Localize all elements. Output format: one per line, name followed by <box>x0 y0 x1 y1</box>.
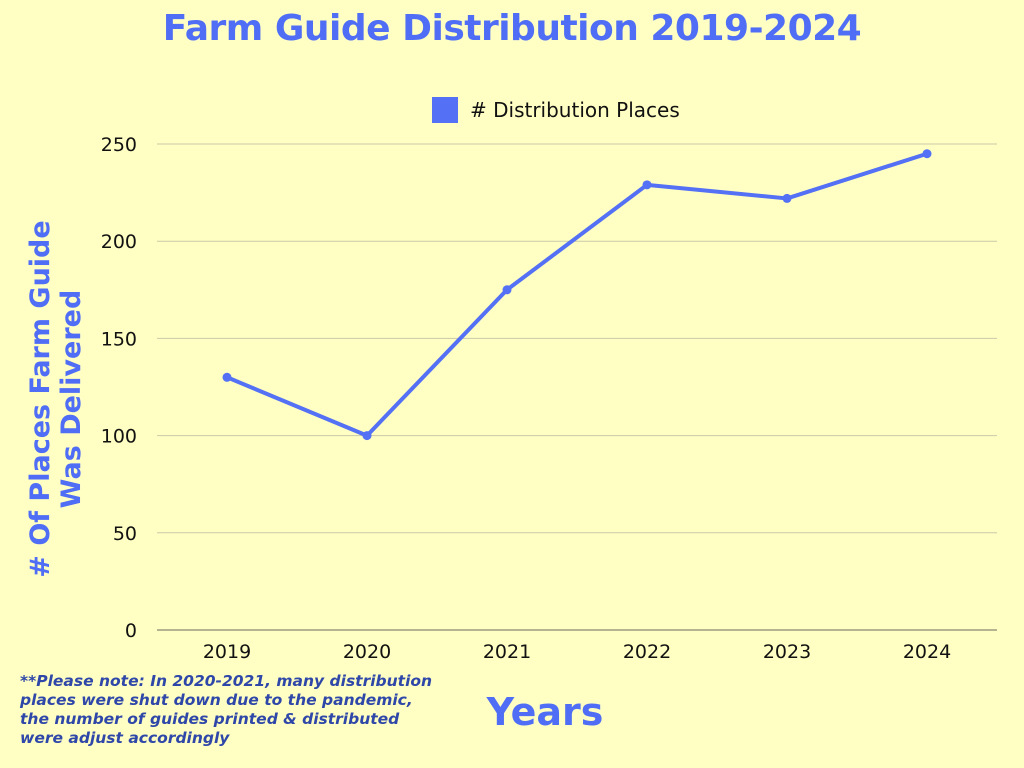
y-axis-label-line-2: Was Delivered <box>56 289 87 509</box>
x-tick-labels: 2019 2020 2021 2022 2023 2024 <box>203 641 951 663</box>
data-point <box>642 180 652 190</box>
y-axis-label: # Of Places Farm Guide Was Delivered <box>25 220 87 577</box>
data-point <box>922 149 932 159</box>
chart-title: Farm Guide Distribution 2019-2024 <box>162 8 862 49</box>
x-tick-label: 2023 <box>763 641 811 663</box>
legend-label: # Distribution Places <box>470 98 680 122</box>
series-line <box>225 151 929 438</box>
y-tick-label: 100 <box>101 426 137 448</box>
y-tick-label: 250 <box>101 134 137 156</box>
pandemic-note: **Please note: In 2020-2021, many distri… <box>20 672 433 747</box>
x-tick-label: 2021 <box>483 641 531 663</box>
y-tick-labels: 0 50 100 150 200 250 <box>101 134 137 642</box>
y-tick-label: 50 <box>113 523 137 545</box>
series-layer <box>222 149 932 441</box>
chart-legend: # Distribution Places <box>432 96 680 124</box>
x-tick-label: 2024 <box>903 641 951 663</box>
x-tick-label: 2019 <box>203 641 251 663</box>
y-tick-label: 200 <box>101 231 137 253</box>
grid-lines <box>157 143 997 631</box>
data-point <box>502 285 512 295</box>
y-axis-label-line-1: # Of Places Farm Guide <box>25 220 56 578</box>
x-axis-label: Years <box>486 690 604 734</box>
data-point <box>782 193 792 203</box>
x-tick-label: 2022 <box>623 641 671 663</box>
x-tick-label: 2020 <box>343 641 391 663</box>
legend-swatch <box>432 97 458 123</box>
y-tick-label: 0 <box>125 620 137 642</box>
data-point <box>222 372 232 382</box>
data-point <box>362 431 372 441</box>
y-tick-label: 150 <box>101 328 137 350</box>
